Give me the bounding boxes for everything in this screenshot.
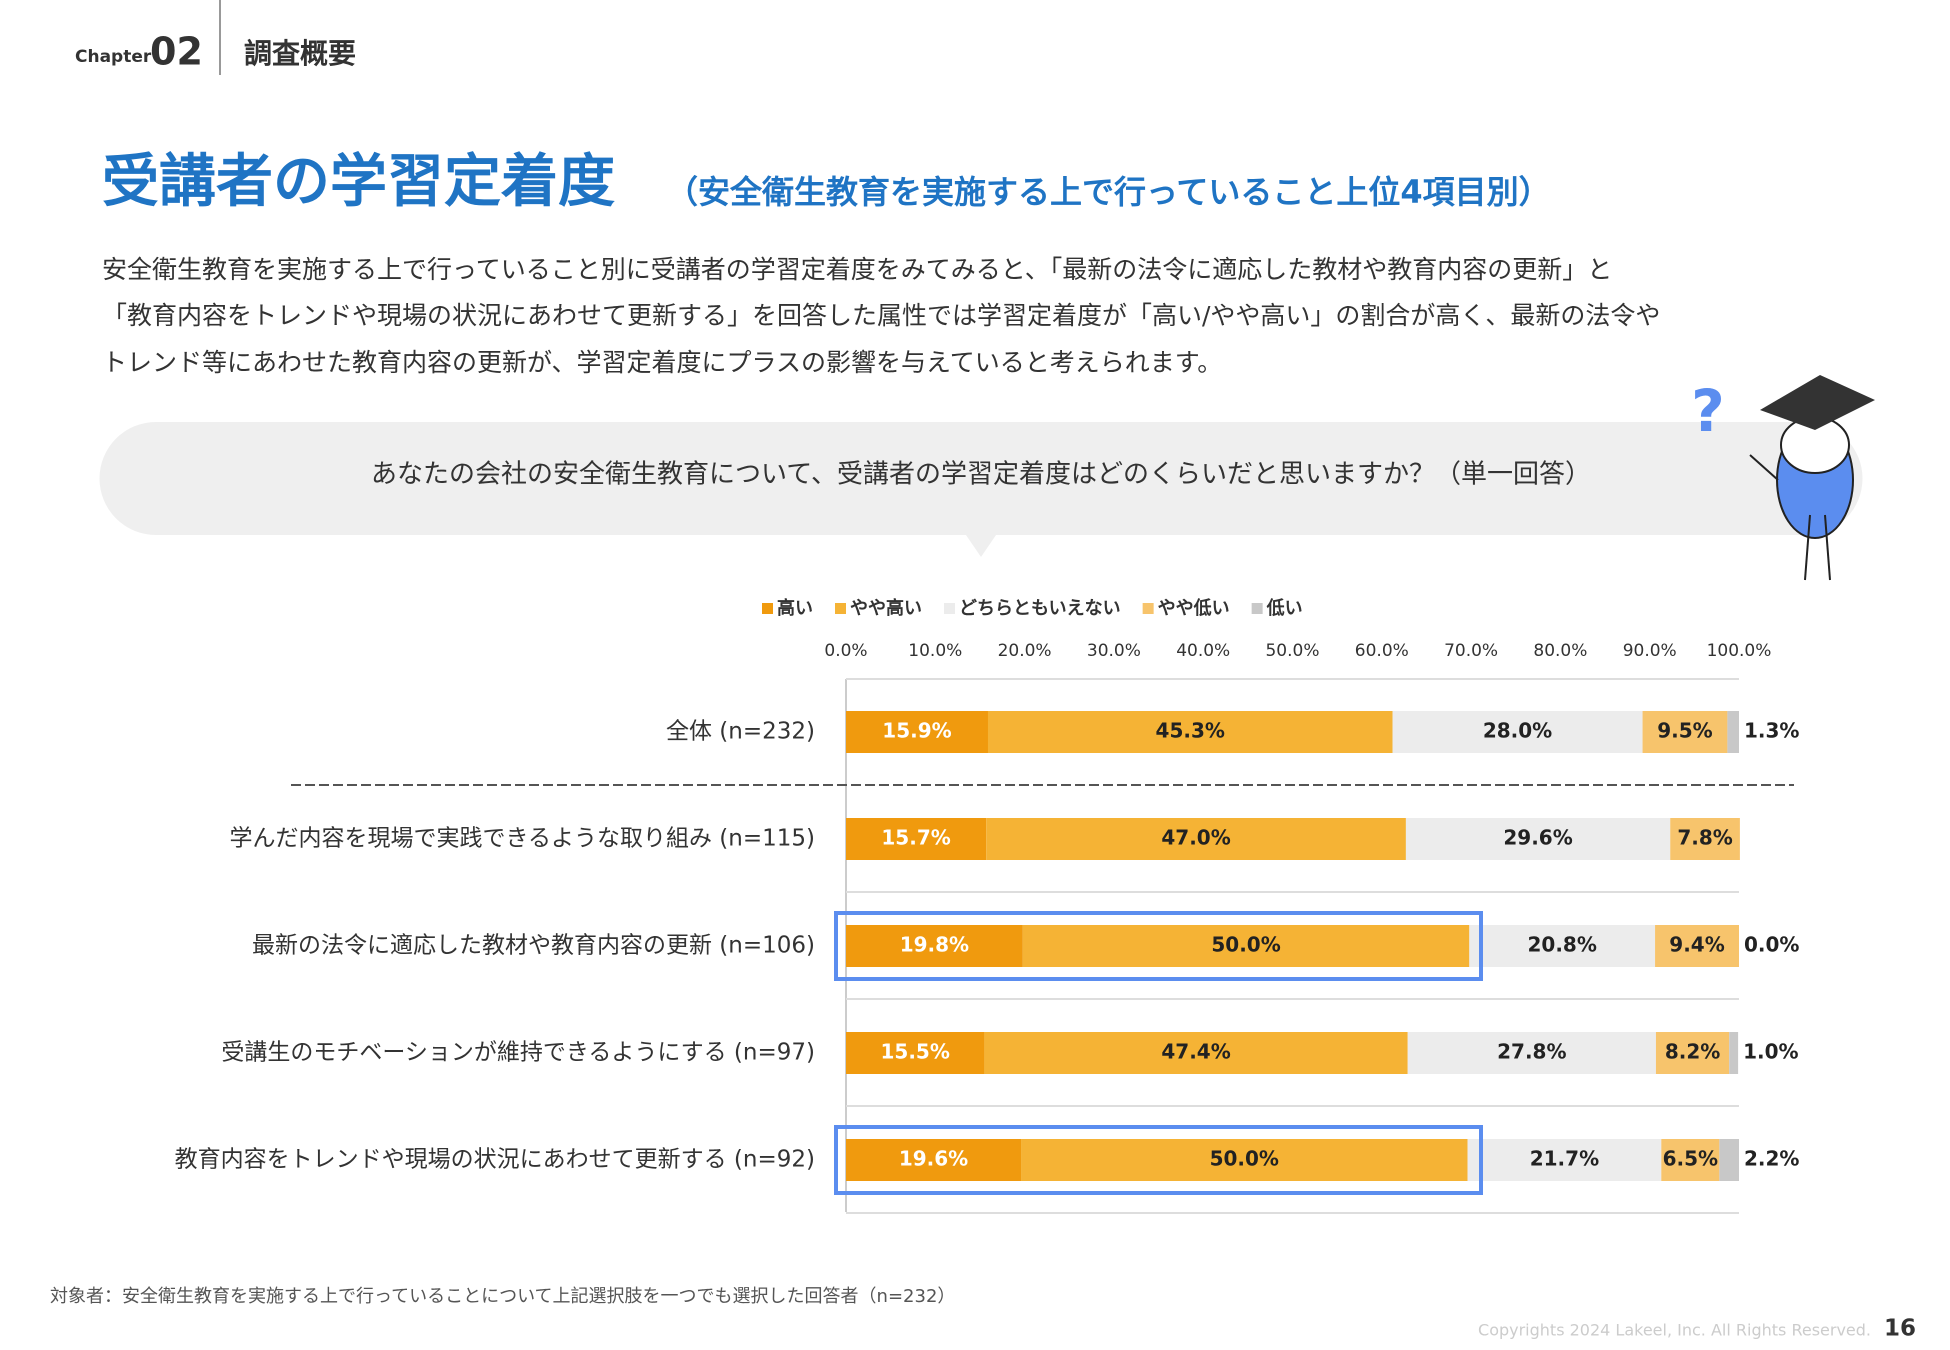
x-tick-label: 60.0% xyxy=(1355,641,1409,661)
value-label: 0.0% xyxy=(1744,933,1799,957)
footnote: 対象者：安全衛生教育を実施する上で行っていることについて上記選択肢を一つでも選択… xyxy=(50,1286,955,1307)
body-line: 「教育内容をトレンドや現場の状況にあわせて更新する」を回答した属性では学習定着度… xyxy=(102,301,1660,330)
value-label: 20.8% xyxy=(1527,933,1596,957)
value-label: 1.3% xyxy=(1744,719,1799,743)
bar-segment xyxy=(984,1032,1408,1074)
value-label: 45.3% xyxy=(1156,719,1225,743)
x-tick-label: 90.0% xyxy=(1623,641,1677,661)
subtitle: （安全衛生教育を実施する上で行っていること上位4項目別） xyxy=(666,173,1551,211)
value-label: 29.6% xyxy=(1503,826,1572,850)
value-label: 7.8% xyxy=(1677,826,1732,850)
legend-swatch xyxy=(944,603,955,614)
legend-swatch xyxy=(1251,603,1263,614)
category-label: 学んだ内容を現場で実践できるような取り組み (n=115) xyxy=(229,826,815,852)
value-label: 27.8% xyxy=(1497,1040,1566,1064)
bar-segment xyxy=(1727,711,1739,753)
bar-segment xyxy=(1469,925,1656,967)
value-label: 50.0% xyxy=(1210,1147,1279,1171)
speech-bubble xyxy=(99,422,1863,557)
legend-swatch xyxy=(835,603,846,614)
bar-segment xyxy=(846,925,1023,967)
x-tick-label: 20.0% xyxy=(998,641,1052,661)
bar-segment xyxy=(1021,1139,1468,1181)
x-tick-label: 70.0% xyxy=(1444,641,1498,661)
legend-label: 高い xyxy=(777,597,813,619)
body-line: 安全衛生教育を実施する上で行っていること別に受講者の学習定着度をみてみると、「最… xyxy=(102,255,1612,284)
character: ? xyxy=(1691,375,1875,581)
bar-segment xyxy=(1729,1032,1739,1074)
value-label: 21.7% xyxy=(1530,1147,1599,1171)
bar-segment xyxy=(846,711,988,753)
legend-label: どちらともいえない xyxy=(959,598,1121,619)
bar-segment xyxy=(1661,1139,1720,1181)
category-label: 教育内容をトレンドや現場の状況にあわせて更新する (n=92) xyxy=(175,1147,815,1173)
value-label: 6.5% xyxy=(1663,1147,1718,1171)
category-label: 全体 (n=232) xyxy=(666,719,815,745)
x-tick-label: 50.0% xyxy=(1265,641,1319,661)
bar-segment xyxy=(1655,925,1739,967)
bar-segment xyxy=(1642,711,1728,753)
legend-swatch xyxy=(1142,603,1154,614)
section-title: 調査概要 xyxy=(244,37,356,70)
value-label: 15.9% xyxy=(882,719,951,743)
chapter-label: Chapter xyxy=(75,47,152,67)
page-number: 16 xyxy=(1884,1316,1916,1342)
legend-label: 低い xyxy=(1266,597,1303,619)
chart: 高い やや高い どちらともいえない やや低い 低い 0.0% 10.0% 20.0% 30.0%… xyxy=(175,597,1799,1214)
value-label: 1.0% xyxy=(1743,1040,1798,1064)
title: 受講者の学習定着度 xyxy=(102,149,615,215)
bar-segment xyxy=(1392,711,1643,753)
bar-segment xyxy=(986,818,1406,860)
value-label: 15.7% xyxy=(881,826,950,850)
value-label: 19.8% xyxy=(900,933,969,957)
highlight-box xyxy=(834,911,1483,981)
bar-segment xyxy=(1022,925,1470,967)
bar-segment xyxy=(1407,1032,1656,1074)
svg-text:?: ? xyxy=(1691,377,1725,445)
legend-label: やや低い xyxy=(1158,597,1230,619)
x-tick-label: 10.0% xyxy=(908,641,962,661)
value-label: 8.2% xyxy=(1665,1040,1720,1064)
x-tick-label: 30.0% xyxy=(1087,641,1141,661)
value-label: 2.2% xyxy=(1744,1147,1799,1171)
value-label: 9.4% xyxy=(1669,933,1724,957)
bar-segment xyxy=(846,1032,985,1074)
question: あなたの会社の安全衛生教育について、受講者の学習定着度はどのくらいだと思いますか… xyxy=(371,460,1591,490)
copyright: Copyrights 2024 Lakeel, Inc. All Rights … xyxy=(1478,1321,1871,1340)
legend-swatch xyxy=(762,603,773,614)
bar-segment xyxy=(1405,818,1671,860)
category-label: 受講生のモチベーションが維持できるようにする (n=97) xyxy=(221,1040,815,1066)
value-label: 50.0% xyxy=(1211,933,1280,957)
bar-segment xyxy=(846,818,987,860)
x-tick-label: 40.0% xyxy=(1176,641,1230,661)
value-label: 28.0% xyxy=(1483,719,1552,743)
highlight-box xyxy=(834,1125,1483,1195)
bar-segment xyxy=(1467,1139,1662,1181)
x-tick-label: 80.0% xyxy=(1533,641,1587,661)
value-label: 47.4% xyxy=(1161,1040,1230,1064)
bar-segment xyxy=(1655,1032,1730,1074)
value-label: 9.5% xyxy=(1657,719,1712,743)
bar-segment xyxy=(1670,818,1740,860)
x-tick-label: 0.0% xyxy=(824,641,867,661)
bar-segment xyxy=(987,711,1393,753)
bar-segment xyxy=(1719,1139,1739,1181)
chapter-number: 02 xyxy=(150,30,203,74)
value-label: 19.6% xyxy=(899,1147,968,1171)
legend-label: やや高い xyxy=(850,597,922,619)
x-tick-label: 100.0% xyxy=(1707,641,1772,661)
bar-segment xyxy=(846,1139,1022,1181)
value-label: 15.5% xyxy=(881,1040,950,1064)
category-label: 最新の法令に適応した教材や教育内容の更新 (n=106) xyxy=(252,933,815,959)
value-label: 47.0% xyxy=(1161,826,1230,850)
body-line: トレンド等にあわせた教育内容の更新が、学習定着度にプラスの影響を与えていると考え… xyxy=(102,348,1222,377)
